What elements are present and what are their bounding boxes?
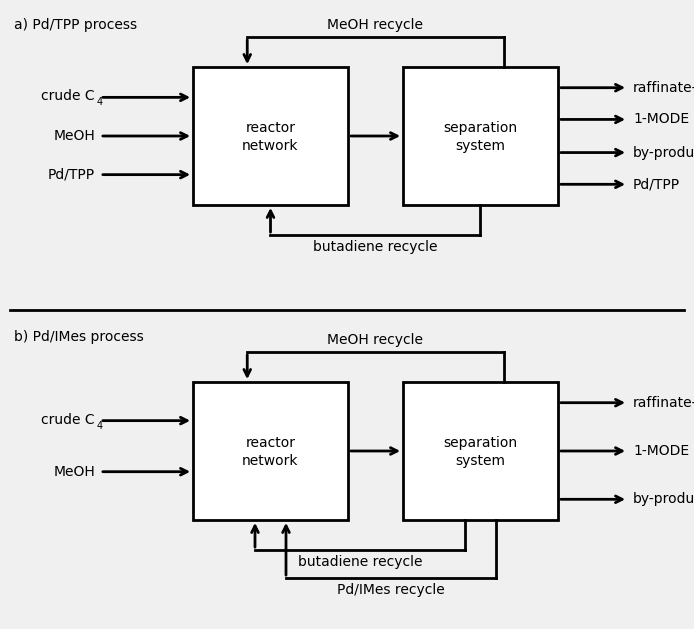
Text: network: network [242, 454, 298, 468]
Text: 1-MODE: 1-MODE [633, 444, 689, 458]
Text: raffinate-I: raffinate-I [633, 396, 694, 409]
Text: Pd/TPP: Pd/TPP [633, 177, 680, 191]
Text: system: system [455, 454, 505, 468]
Bar [403, 67, 558, 205]
Bar [193, 382, 348, 520]
Text: MeOH recycle: MeOH recycle [328, 333, 423, 347]
Bar [403, 382, 558, 520]
Text: 4: 4 [97, 421, 103, 431]
Text: Pd/TPP: Pd/TPP [48, 168, 95, 182]
Text: crude C: crude C [42, 413, 95, 426]
Text: network: network [242, 139, 298, 153]
Text: 4: 4 [97, 97, 103, 108]
Text: by-product(s): by-product(s) [633, 493, 694, 506]
Text: MeOH recycle: MeOH recycle [328, 18, 423, 32]
Text: butadiene recycle: butadiene recycle [313, 240, 438, 254]
Text: a) Pd/TPP process: a) Pd/TPP process [14, 18, 137, 32]
Text: separation: separation [443, 121, 518, 135]
Text: reactor: reactor [246, 436, 296, 450]
Text: by-product(s): by-product(s) [633, 145, 694, 160]
Text: crude C: crude C [42, 89, 95, 103]
Text: system: system [455, 139, 505, 153]
Text: separation: separation [443, 436, 518, 450]
Text: 1-MODE: 1-MODE [633, 113, 689, 126]
Bar [193, 67, 348, 205]
Text: MeOH: MeOH [53, 129, 95, 143]
Text: raffinate-I: raffinate-I [633, 81, 694, 95]
Text: b) Pd/IMes process: b) Pd/IMes process [14, 330, 144, 344]
Text: Pd/IMes recycle: Pd/IMes recycle [337, 583, 445, 597]
Text: reactor: reactor [246, 121, 296, 135]
Text: butadiene recycle: butadiene recycle [298, 555, 422, 569]
Text: MeOH: MeOH [53, 465, 95, 479]
